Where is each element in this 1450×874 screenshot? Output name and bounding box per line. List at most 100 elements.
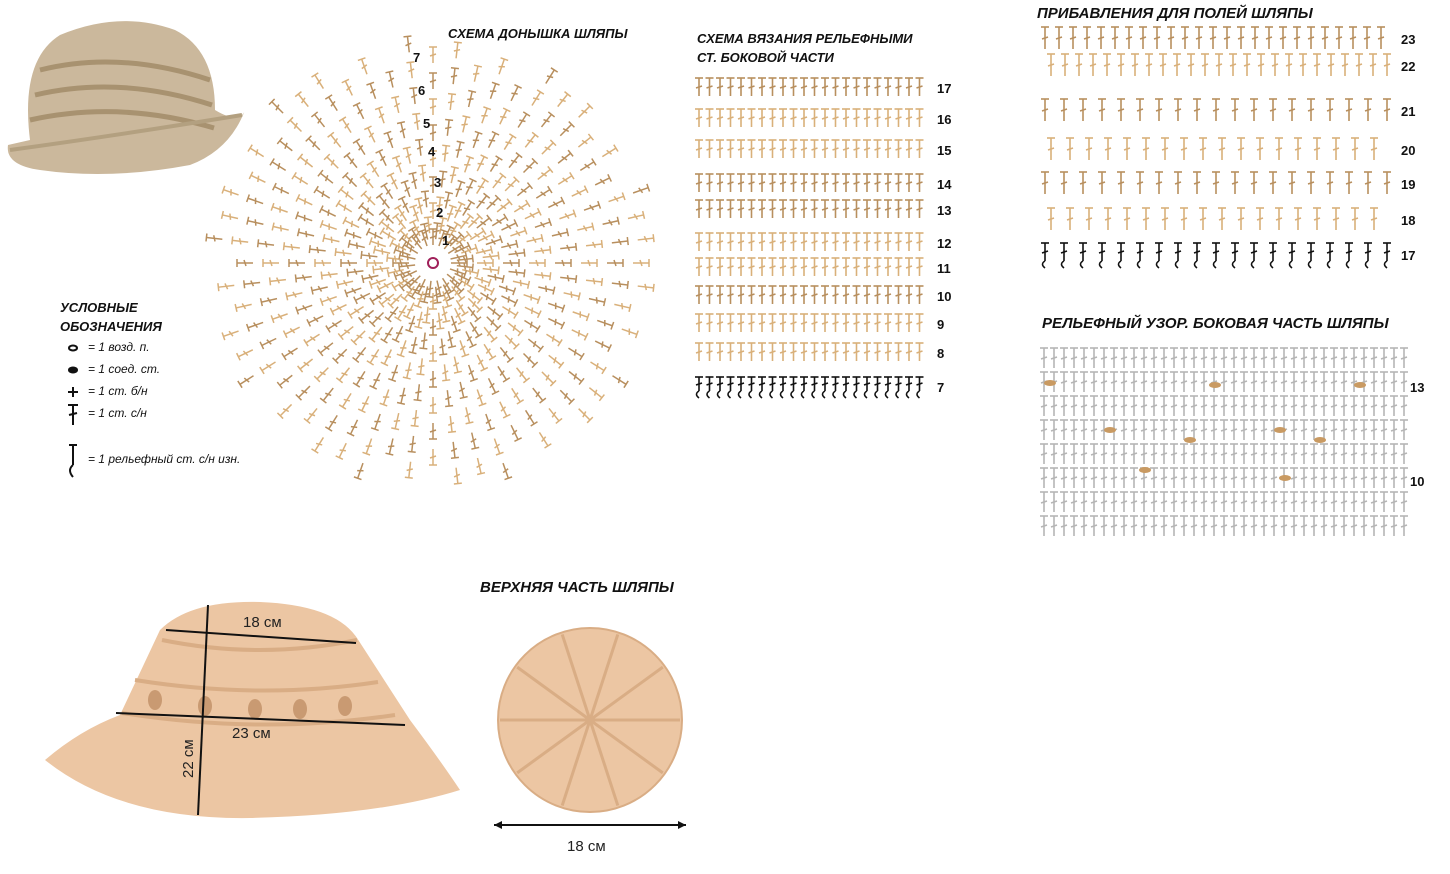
stitch bbox=[1117, 98, 1125, 121]
stitch-slash bbox=[748, 85, 755, 89]
crown-stitch bbox=[429, 371, 437, 388]
stitch bbox=[863, 139, 871, 158]
stitch bbox=[716, 257, 724, 276]
row-number: 15 bbox=[937, 143, 951, 158]
stitch-slash bbox=[853, 85, 860, 89]
stitch-bar bbox=[478, 402, 487, 407]
stitch bbox=[842, 108, 850, 127]
stitch-slash bbox=[706, 147, 713, 151]
stitch-slash bbox=[779, 293, 787, 297]
crown-stitch bbox=[357, 57, 368, 75]
stitch-bar bbox=[597, 200, 602, 209]
stitch-bar bbox=[468, 89, 477, 94]
stitch bbox=[1181, 26, 1189, 49]
stitch bbox=[1310, 491, 1318, 512]
crown-stitch bbox=[380, 326, 394, 344]
stitch-slash bbox=[895, 293, 902, 297]
stitch-slash bbox=[1230, 452, 1238, 456]
stitch-slash bbox=[405, 262, 410, 270]
stitch-slash bbox=[452, 246, 458, 252]
stitch-slash bbox=[303, 214, 306, 222]
stitch-slash bbox=[1187, 63, 1195, 67]
stitch bbox=[1140, 347, 1148, 368]
stitch-slash bbox=[377, 240, 380, 248]
stitch bbox=[1390, 395, 1398, 416]
crown-stitch bbox=[541, 139, 557, 155]
stitch-slash bbox=[1050, 524, 1058, 528]
stitch-bar bbox=[600, 239, 604, 249]
stitch-slash bbox=[514, 250, 519, 257]
stitch-bar bbox=[311, 448, 319, 454]
stitch-slash bbox=[1090, 500, 1098, 504]
stitch-slash bbox=[1240, 428, 1248, 432]
stitch bbox=[779, 173, 787, 192]
stitch-slash bbox=[1150, 380, 1158, 384]
stitch-slash bbox=[1340, 428, 1348, 432]
stitch-bar bbox=[577, 292, 581, 301]
stitch-slash bbox=[317, 285, 323, 292]
stitch bbox=[789, 285, 798, 304]
stitch-slash bbox=[429, 183, 437, 187]
stitch-slash bbox=[304, 158, 309, 166]
stitch-bar bbox=[383, 130, 392, 135]
stitch bbox=[1330, 491, 1338, 512]
stitch bbox=[1330, 347, 1338, 368]
stitch-slash bbox=[573, 373, 578, 380]
stitch-slash bbox=[790, 240, 797, 244]
stitch-slash bbox=[727, 116, 734, 120]
stitch-hook bbox=[695, 390, 700, 399]
stitch-bar bbox=[357, 202, 365, 210]
stitch-slash bbox=[1218, 217, 1226, 221]
crown-stitch bbox=[324, 94, 338, 111]
crown-stitch bbox=[441, 305, 451, 324]
stitch-slash bbox=[874, 321, 881, 325]
stitch-slash bbox=[1060, 181, 1068, 185]
crown-stitch bbox=[436, 312, 445, 330]
crown-stitch bbox=[407, 435, 416, 453]
crown-stitch bbox=[578, 408, 594, 424]
stitch-bar bbox=[243, 280, 246, 289]
stitch bbox=[884, 108, 892, 127]
stitch bbox=[737, 257, 745, 276]
stitch bbox=[800, 285, 808, 304]
stitch bbox=[1270, 443, 1278, 464]
stitch-slash bbox=[716, 382, 724, 386]
crown-stitch bbox=[313, 367, 329, 383]
stitch bbox=[1230, 419, 1238, 440]
stitch bbox=[810, 173, 819, 192]
stitch-slash bbox=[359, 294, 366, 300]
stitch-hook bbox=[811, 390, 816, 399]
stitch bbox=[1240, 467, 1248, 488]
stitch-slash bbox=[811, 207, 818, 211]
stitch bbox=[1250, 395, 1258, 416]
stitch-bar bbox=[476, 212, 484, 220]
crown-stitch bbox=[502, 462, 513, 481]
stitch-slash bbox=[1360, 500, 1368, 504]
crown-stitch bbox=[365, 227, 383, 240]
stitch bbox=[1270, 371, 1278, 392]
stitch-slash bbox=[483, 259, 487, 267]
row-number: 8 bbox=[937, 346, 944, 361]
stitch bbox=[768, 257, 777, 276]
crown-stitch bbox=[577, 222, 595, 232]
stitch-slash bbox=[1120, 452, 1128, 456]
stitch bbox=[768, 285, 777, 304]
stitch-slash bbox=[1360, 452, 1368, 456]
stitch-slash bbox=[842, 265, 850, 269]
stitch-slash bbox=[357, 469, 364, 472]
stitch-slash bbox=[769, 350, 776, 354]
crown-stitch bbox=[281, 347, 298, 361]
stitch bbox=[842, 376, 850, 399]
stitch-slash bbox=[821, 181, 829, 185]
stitch bbox=[705, 342, 714, 361]
stitch-slash bbox=[447, 336, 454, 342]
stitch bbox=[1250, 171, 1258, 194]
crown-stitch bbox=[516, 182, 534, 197]
stitch-bar bbox=[537, 345, 544, 353]
crown-stitch bbox=[578, 102, 594, 118]
stitch-slash bbox=[606, 149, 613, 155]
stitch-slash bbox=[564, 213, 570, 220]
stitch-bar bbox=[357, 213, 363, 222]
stitch bbox=[758, 232, 766, 251]
stitch bbox=[1140, 443, 1148, 464]
